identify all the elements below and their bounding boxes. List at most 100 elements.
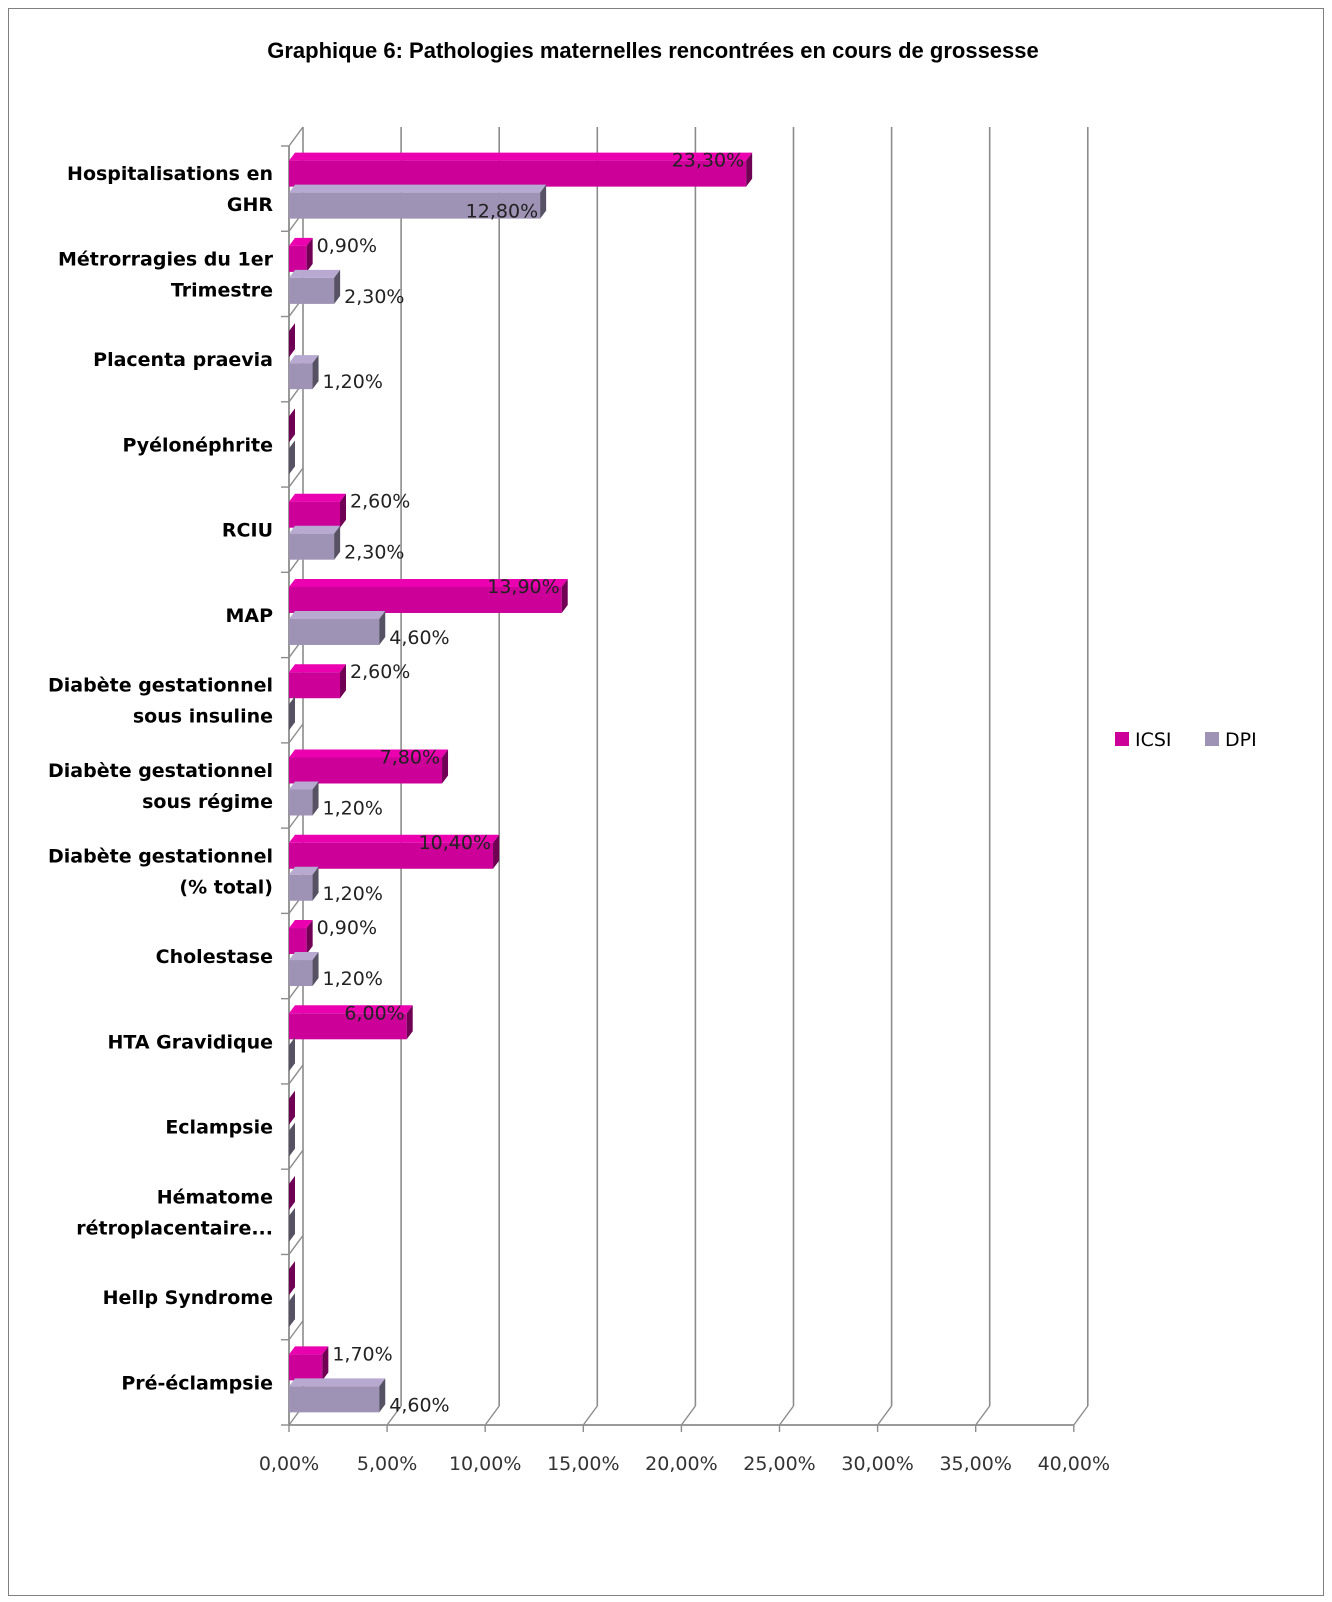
data-label-icsi: 0,90% <box>317 917 377 939</box>
bar-front-face <box>289 672 341 699</box>
bar-front-face <box>289 1386 380 1413</box>
bar-icsi <box>289 1090 295 1125</box>
bar-icsi <box>289 1346 329 1381</box>
bar-side-face <box>746 152 753 187</box>
bar-icsi <box>289 1261 295 1296</box>
bar-dpi <box>289 525 341 560</box>
x-tick-label: 40,00% <box>1038 1453 1110 1475</box>
bar-top-face <box>289 525 341 534</box>
bar-side-face <box>289 1261 295 1296</box>
bar-side-face <box>289 1175 295 1210</box>
bar-side-face <box>312 355 319 390</box>
bar-top-face <box>289 152 753 161</box>
bar-top-face <box>289 834 500 843</box>
bar-dpi <box>289 440 295 475</box>
x-tick-label: 10,00% <box>449 1453 521 1475</box>
bar-dpi <box>289 269 341 304</box>
bar-side-face <box>322 1346 329 1381</box>
data-label-dpi: 1,20% <box>323 968 383 990</box>
bar-side-face <box>493 834 500 869</box>
bar-dpi <box>289 610 386 645</box>
side-wall-line <box>288 1320 304 1341</box>
bar-icsi <box>289 664 347 699</box>
bar-front-face <box>289 874 313 901</box>
bar-side-face <box>289 408 295 443</box>
category-label: Diabète gestationnel sous régime <box>48 760 273 813</box>
bar-side-face <box>306 237 313 272</box>
bar-side-face <box>379 1378 386 1413</box>
category-label: Placenta praevia <box>93 349 273 371</box>
legend-label-icsi: ICSI <box>1135 729 1172 751</box>
bar-front-face <box>289 501 341 528</box>
data-label-icsi: 1,70% <box>332 1343 392 1365</box>
side-wall-line <box>288 467 304 488</box>
data-label-dpi: 2,30% <box>344 286 404 308</box>
side-wall-top <box>288 126 304 147</box>
bar-dpi <box>289 781 319 816</box>
bar-front-face <box>289 789 313 816</box>
bar-side-face <box>340 493 347 528</box>
data-label-dpi: 4,60% <box>389 627 449 649</box>
floor-diagonal <box>582 1405 598 1426</box>
chart-title: Graphique 6: Pathologies maternelles ren… <box>267 38 1039 63</box>
data-label-icsi: 2,60% <box>350 661 410 683</box>
floor-diagonal <box>484 1405 500 1426</box>
bar-dpi <box>289 1378 386 1413</box>
bar-side-face <box>306 920 313 955</box>
bar-top-face <box>289 1346 329 1355</box>
bar-icsi <box>289 578 568 613</box>
bar-top-face <box>289 749 449 758</box>
bar-side-face <box>289 1037 295 1072</box>
x-tick-label: 0,00% <box>259 1453 319 1475</box>
bar-side-face <box>312 952 319 987</box>
bar-icsi <box>289 1175 295 1210</box>
category-label: HTA Gravidique <box>107 1031 273 1053</box>
floor-diagonal <box>877 1405 893 1426</box>
bar-icsi <box>289 493 347 528</box>
category-label: Métrorragies du 1er Trimestre <box>58 248 274 301</box>
category-labels: Hospitalisations en GHR Métrorragies du 1e… <box>48 163 274 1394</box>
bar-icsi <box>289 408 295 443</box>
data-label-dpi: 4,60% <box>389 1394 449 1416</box>
bar-side-face <box>289 696 295 731</box>
floor-diagonal <box>1073 1405 1089 1426</box>
bar-side-face <box>289 323 295 358</box>
bar-front-face <box>289 757 443 784</box>
bar-icsi <box>289 1005 413 1040</box>
bar-side-face <box>289 1207 295 1242</box>
bar-dpi <box>289 184 547 219</box>
bar-side-face <box>561 578 568 613</box>
bar-side-face <box>442 749 449 784</box>
x-tick-label: 5,00% <box>357 1453 417 1475</box>
data-label-icsi: 0,90% <box>317 235 377 257</box>
x-tick-label: 20,00% <box>645 1453 717 1475</box>
category-label: Cholestase <box>156 946 273 968</box>
bar-front-face <box>289 245 307 272</box>
bar-top-face <box>289 493 347 502</box>
legend-swatch-icsi <box>1115 732 1129 746</box>
bar-dpi <box>289 952 319 987</box>
bar-top-face <box>289 781 319 790</box>
category-label: Diabète gestationnel sous insuline <box>48 675 273 728</box>
bar-front-face <box>289 960 313 987</box>
x-axis-ticks: 0,00% 5,00% 10,00% 15,00% 20,00% 25,00% 30,00%… <box>259 1425 1110 1475</box>
bar-dpi <box>289 1207 295 1242</box>
bar-side-face <box>289 1293 295 1328</box>
legend: ICSI DPI <box>1115 729 1257 751</box>
bar-top-face <box>289 664 347 673</box>
side-wall-line <box>288 723 304 744</box>
bar-dpi <box>289 355 319 390</box>
bar-top-face <box>289 269 341 278</box>
x-tick-label: 30,00% <box>841 1453 913 1475</box>
bar-side-face <box>289 440 295 475</box>
bar-top-face <box>289 1005 413 1014</box>
bar-side-face <box>289 1122 295 1157</box>
data-label-dpi: 1,20% <box>323 371 383 393</box>
bar-icsi <box>289 152 753 187</box>
bar-top-face <box>289 866 319 875</box>
data-label-icsi: 2,60% <box>350 491 410 513</box>
bar-top-face <box>289 1378 386 1387</box>
floor-diagonal <box>778 1405 795 1426</box>
bar-top-face <box>289 184 547 193</box>
side-wall-line <box>288 1149 304 1170</box>
